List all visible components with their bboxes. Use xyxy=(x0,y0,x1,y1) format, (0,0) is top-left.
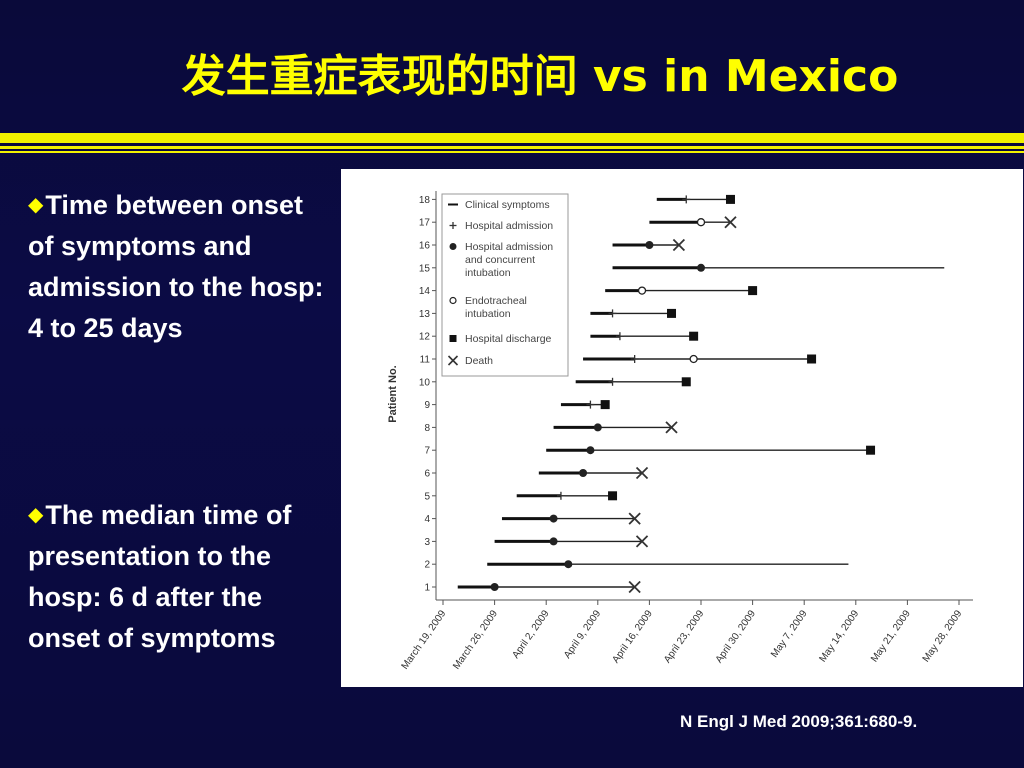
discharge-square-mark xyxy=(681,377,691,387)
y-tick-label: 4 xyxy=(424,514,430,525)
admission-intubation-dot xyxy=(579,469,588,477)
admission-intubation-dot xyxy=(697,263,705,272)
intubation-circle-mark xyxy=(696,218,706,227)
y-tick-label: 14 xyxy=(419,286,431,297)
legend-dot-icon xyxy=(449,243,457,250)
x-tick-label: April 30, 2009 xyxy=(714,608,759,665)
y-tick-label: 16 xyxy=(419,241,431,252)
bullet-item: ◆The median time of presentation to the … xyxy=(28,495,333,659)
y-tick-label: 12 xyxy=(419,332,431,343)
y-tick-label: 2 xyxy=(424,560,430,571)
admission-intubation-dot xyxy=(645,241,654,249)
death-x-mark xyxy=(628,580,641,594)
admission-intubation-dot xyxy=(549,514,558,523)
legend-label: Hospital discharge xyxy=(465,333,552,345)
legend-label: and concurrent xyxy=(465,254,535,266)
bullet-item: ◆Time between onset of symptoms and admi… xyxy=(28,185,333,349)
y-axis-title: Patient No. xyxy=(387,365,399,422)
legend-circle-icon xyxy=(449,296,457,305)
legend-square-icon xyxy=(449,335,457,342)
diamond-bullet-icon: ◆ xyxy=(28,504,44,526)
y-tick-label: 11 xyxy=(420,355,431,366)
y-tick-label: 13 xyxy=(419,309,431,320)
legend-label: Clinical symptoms xyxy=(465,199,550,211)
y-tick-label: 6 xyxy=(424,469,430,480)
x-tick-label: March 19, 2009 xyxy=(400,608,449,672)
death-x-mark xyxy=(665,421,678,434)
chart-panel: 1 2 3 4 5 6 7 8 9 10 11 12 13 14 15 16 17 18 Patient No. Ma… xyxy=(341,169,1023,687)
citation: N Engl J Med 2009;361:680-9. xyxy=(680,712,918,731)
death-x-mark xyxy=(628,512,641,525)
discharge-square-mark xyxy=(608,491,618,501)
y-tick-label: 1 xyxy=(424,583,430,594)
x-tick-label: April 23, 2009 xyxy=(662,608,707,665)
legend-label: Hospital admission xyxy=(465,220,553,232)
admission-intubation-dot xyxy=(593,423,602,432)
admission-intubation-dot xyxy=(490,583,499,591)
x-tick-label: March 26, 2009 xyxy=(451,608,500,672)
x-tick-label: April 2, 2009 xyxy=(510,608,551,661)
x-tick-label: May 21, 2009 xyxy=(869,608,913,664)
legend-label: Death xyxy=(465,355,493,367)
legend-label: Hospital admission xyxy=(465,241,553,253)
y-tick-label: 15 xyxy=(419,263,431,274)
admission-intubation-dot xyxy=(586,446,595,455)
diamond-bullet-icon: ◆ xyxy=(28,194,44,216)
admission-intubation-dot xyxy=(549,537,558,546)
x-tick-label: April 16, 2009 xyxy=(610,608,655,665)
discharge-square-mark xyxy=(689,331,699,341)
slide-title: 发生重症表现的时间 vs in Mexico xyxy=(181,51,899,102)
death-x-mark xyxy=(635,535,649,548)
y-tick-label: 10 xyxy=(419,377,431,388)
title-divider-thick xyxy=(0,133,1024,143)
intubation-circle-mark xyxy=(637,286,647,295)
bullet-text: Time between onset of symptoms and admis… xyxy=(28,190,324,343)
death-x-mark xyxy=(672,238,686,252)
legend-label: intubation xyxy=(465,308,511,320)
legend-x-icon xyxy=(447,355,459,366)
x-tick-label: April 9, 2009 xyxy=(562,608,603,661)
legend-box xyxy=(441,193,569,377)
death-x-mark xyxy=(635,466,649,480)
discharge-square-mark xyxy=(600,400,610,410)
x-tick-label: May 14, 2009 xyxy=(817,608,861,664)
discharge-square-mark xyxy=(748,286,758,296)
y-tick-label: 7 xyxy=(424,446,430,457)
x-tick-label: May 7, 2009 xyxy=(769,608,810,660)
admission-intubation-dot xyxy=(564,560,573,569)
title-divider-thin xyxy=(0,151,1024,153)
y-tick-label: 5 xyxy=(424,491,430,502)
discharge-square-mark xyxy=(866,445,876,455)
y-tick-label: 9 xyxy=(424,400,430,411)
x-tick-label: May 28, 2009 xyxy=(921,608,965,664)
discharge-square-mark xyxy=(807,354,817,364)
title-divider-mid xyxy=(0,146,1024,149)
discharge-square-mark xyxy=(667,308,677,318)
y-tick-label: 8 xyxy=(424,423,430,434)
bullet-text: The median time of presentation to the h… xyxy=(28,500,292,653)
discharge-square-mark xyxy=(725,194,735,204)
y-tick-label: 17 xyxy=(419,218,431,229)
y-tick-label: 3 xyxy=(424,537,430,548)
y-tick-label: 18 xyxy=(419,195,431,206)
intubation-circle-mark xyxy=(689,354,698,364)
legend-label: Endotracheal xyxy=(465,295,527,307)
legend-label: intubation xyxy=(465,267,511,279)
death-x-mark xyxy=(724,216,737,229)
